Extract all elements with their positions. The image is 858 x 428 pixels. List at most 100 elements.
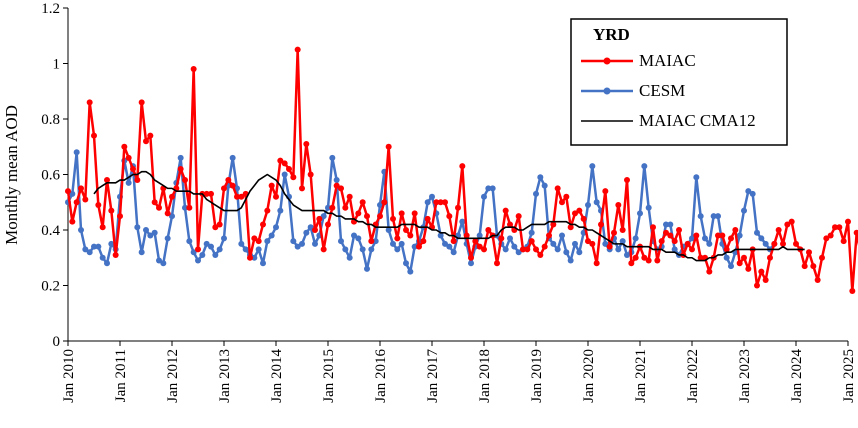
data-point-cesm	[537, 174, 544, 181]
data-point-maiac	[403, 227, 409, 233]
data-point-cesm	[736, 232, 743, 239]
series-line-maiac	[66, 48, 858, 293]
data-point-maiac	[845, 218, 851, 225]
legend-marker-cesm	[603, 87, 611, 95]
data-point-maiac	[316, 215, 323, 222]
data-point-maiac	[684, 240, 691, 247]
data-point-cesm	[485, 185, 492, 192]
data-point-maiac	[277, 157, 284, 164]
legend-label-cesm: CESM	[639, 81, 685, 100]
data-point-maiac	[641, 254, 648, 261]
x-tick-label: Jan 2013	[217, 349, 233, 403]
data-point-cesm	[138, 249, 145, 256]
data-point-cesm	[143, 227, 149, 233]
data-point-maiac	[169, 193, 175, 200]
data-point-cesm	[706, 240, 713, 247]
data-point-cesm	[82, 246, 89, 253]
data-point-maiac	[593, 260, 600, 267]
data-point-cesm	[164, 235, 171, 242]
data-point-maiac	[151, 199, 158, 206]
data-point-cesm	[511, 243, 518, 250]
data-point-maiac	[82, 196, 89, 203]
data-point-maiac	[446, 213, 453, 220]
data-point-maiac	[368, 238, 375, 245]
data-point-maiac	[359, 199, 366, 206]
data-point-cesm	[108, 240, 115, 247]
data-point-cesm	[294, 243, 301, 250]
data-point-maiac	[546, 232, 552, 239]
data-point-maiac	[606, 243, 613, 250]
data-point-maiac	[576, 207, 583, 214]
y-tick-label: 0.2	[41, 279, 60, 295]
data-point-cesm	[307, 224, 314, 231]
data-point-cesm	[602, 240, 609, 247]
data-point-cesm	[528, 229, 535, 236]
data-point-cesm	[86, 249, 93, 256]
data-point-maiac	[338, 185, 344, 192]
data-point-maiac	[394, 235, 401, 242]
data-point-maiac	[611, 229, 617, 236]
data-point-cesm	[346, 254, 353, 261]
x-tick-label: Jan 2022	[685, 349, 701, 403]
data-point-maiac	[741, 254, 747, 261]
data-point-maiac	[801, 263, 808, 270]
data-point-cesm	[689, 235, 695, 242]
data-point-maiac	[524, 246, 531, 253]
data-point-maiac	[671, 238, 678, 245]
data-point-cesm	[407, 268, 414, 275]
data-point-maiac	[264, 207, 271, 214]
data-point-maiac	[528, 238, 535, 245]
data-point-maiac	[663, 229, 669, 236]
data-point-cesm	[351, 232, 357, 239]
data-point-maiac	[91, 132, 97, 139]
data-point-maiac	[502, 207, 509, 214]
data-point-cesm	[741, 207, 747, 214]
data-point-maiac	[472, 238, 479, 245]
data-point-maiac	[758, 268, 765, 275]
data-point-maiac	[585, 238, 591, 245]
data-point-maiac	[125, 154, 132, 161]
y-tick-label: 0.4	[41, 223, 60, 239]
data-point-cesm	[104, 260, 110, 267]
data-point-maiac	[260, 221, 266, 228]
data-point-cesm	[190, 249, 197, 256]
data-point-maiac	[537, 251, 544, 258]
data-point-cesm	[216, 246, 223, 253]
data-point-maiac	[598, 221, 604, 228]
data-point-maiac	[723, 246, 730, 253]
data-point-maiac	[589, 240, 596, 247]
data-point-cesm	[762, 240, 769, 247]
y-axis-title: Monthly mean AOD	[2, 105, 21, 245]
data-point-maiac	[554, 185, 561, 192]
data-point-maiac	[442, 199, 448, 206]
data-point-maiac	[481, 246, 487, 253]
data-point-cesm	[398, 240, 405, 247]
data-point-maiac	[849, 288, 856, 295]
data-point-maiac	[784, 221, 791, 228]
data-point-maiac	[416, 243, 422, 250]
x-tick-label: Jan 2024	[789, 349, 805, 403]
data-point-maiac	[312, 227, 318, 233]
data-point-maiac	[658, 238, 665, 245]
x-tick-label: Jan 2015	[321, 349, 337, 403]
data-point-cesm	[585, 202, 591, 209]
data-point-maiac	[498, 235, 505, 242]
data-point-maiac	[182, 177, 188, 184]
data-point-maiac	[134, 177, 141, 184]
x-tick-label: Jan 2014	[269, 349, 285, 403]
data-point-maiac	[411, 210, 418, 217]
data-point-cesm	[615, 246, 622, 253]
data-point-cesm	[559, 232, 565, 239]
data-point-cesm	[715, 213, 721, 220]
data-point-cesm	[728, 263, 734, 270]
data-point-cesm	[151, 229, 158, 236]
data-point-maiac	[147, 132, 154, 139]
data-point-maiac	[433, 199, 440, 206]
data-point-maiac	[533, 246, 539, 253]
data-point-maiac	[385, 143, 392, 150]
data-point-cesm	[758, 235, 765, 242]
data-point-maiac	[208, 190, 214, 197]
data-point-maiac	[255, 238, 262, 245]
data-point-cesm	[693, 174, 700, 181]
data-point-cesm	[147, 232, 154, 239]
